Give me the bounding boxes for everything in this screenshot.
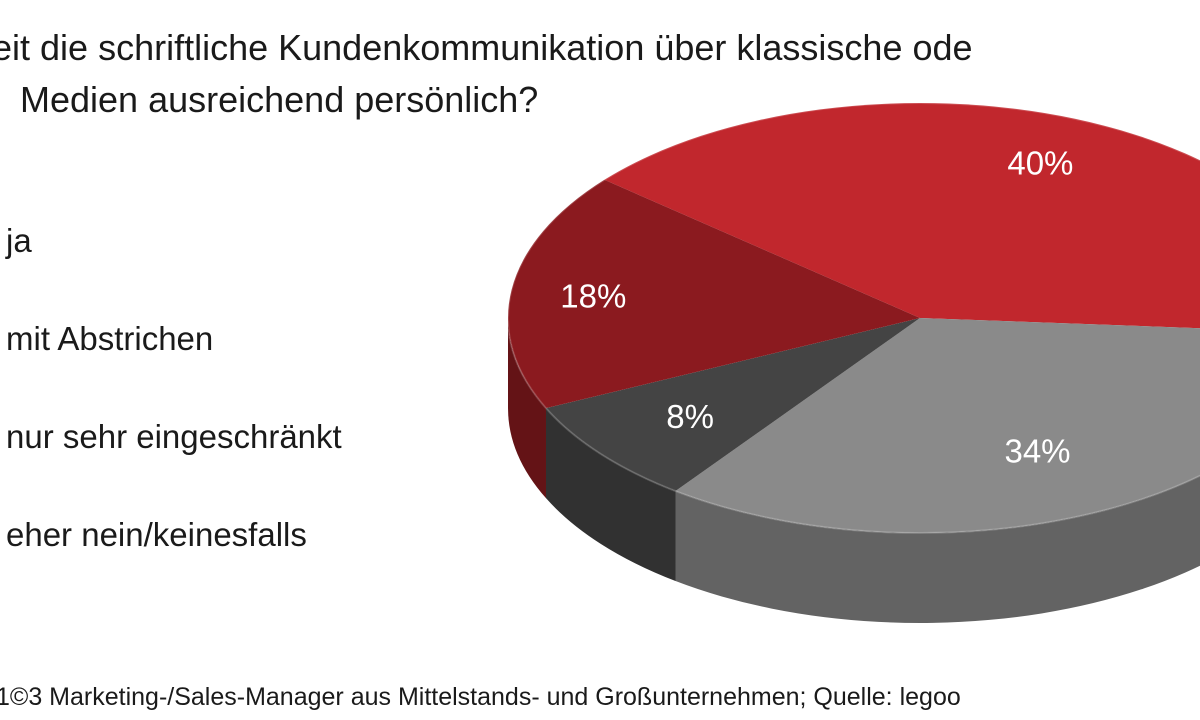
legend-item-eher-nein: eher nein/keinesfalls	[6, 516, 307, 553]
legend-item-mit-abstrichen: mit Abstrichen	[6, 320, 214, 357]
chart-title-line-2: Medien ausreichend persönlich?	[20, 79, 539, 120]
source-footer: 1©3 Marketing-/Sales-Manager aus Mittels…	[0, 683, 961, 711]
pie-label-3: 8%	[666, 398, 714, 435]
legend-item-nur-sehr-eingeschraenkt: nur sehr eingeschränkt	[6, 418, 342, 455]
pie-slice-1	[604, 103, 1200, 329]
pie-labels: 40% 34% 8% 18%	[560, 145, 1073, 470]
legend: ja mit Abstrichen nur sehr eingeschränkt…	[6, 216, 342, 608]
pie-slice-3	[545, 318, 920, 492]
pie-rim	[507, 102, 1200, 534]
pie-label-2: 34%	[1004, 433, 1070, 470]
pie-slice-2	[675, 318, 1200, 533]
pie-side-2	[675, 475, 1200, 623]
pie-side-3	[545, 408, 676, 582]
pie-label-4: 18%	[560, 277, 626, 314]
pie-side-walls	[508, 318, 1200, 623]
pie-side-4	[508, 318, 546, 499]
legend-item-ja: ja	[6, 222, 32, 259]
pie-label-1: 40%	[1007, 145, 1073, 182]
chart-title-line-1: eit die schriftliche Kundenkommunikation…	[0, 27, 973, 68]
pie-top	[508, 103, 1200, 533]
pie-slice-4	[508, 179, 920, 409]
chart-title: eit die schriftliche Kundenkommunikation…	[0, 22, 1200, 126]
